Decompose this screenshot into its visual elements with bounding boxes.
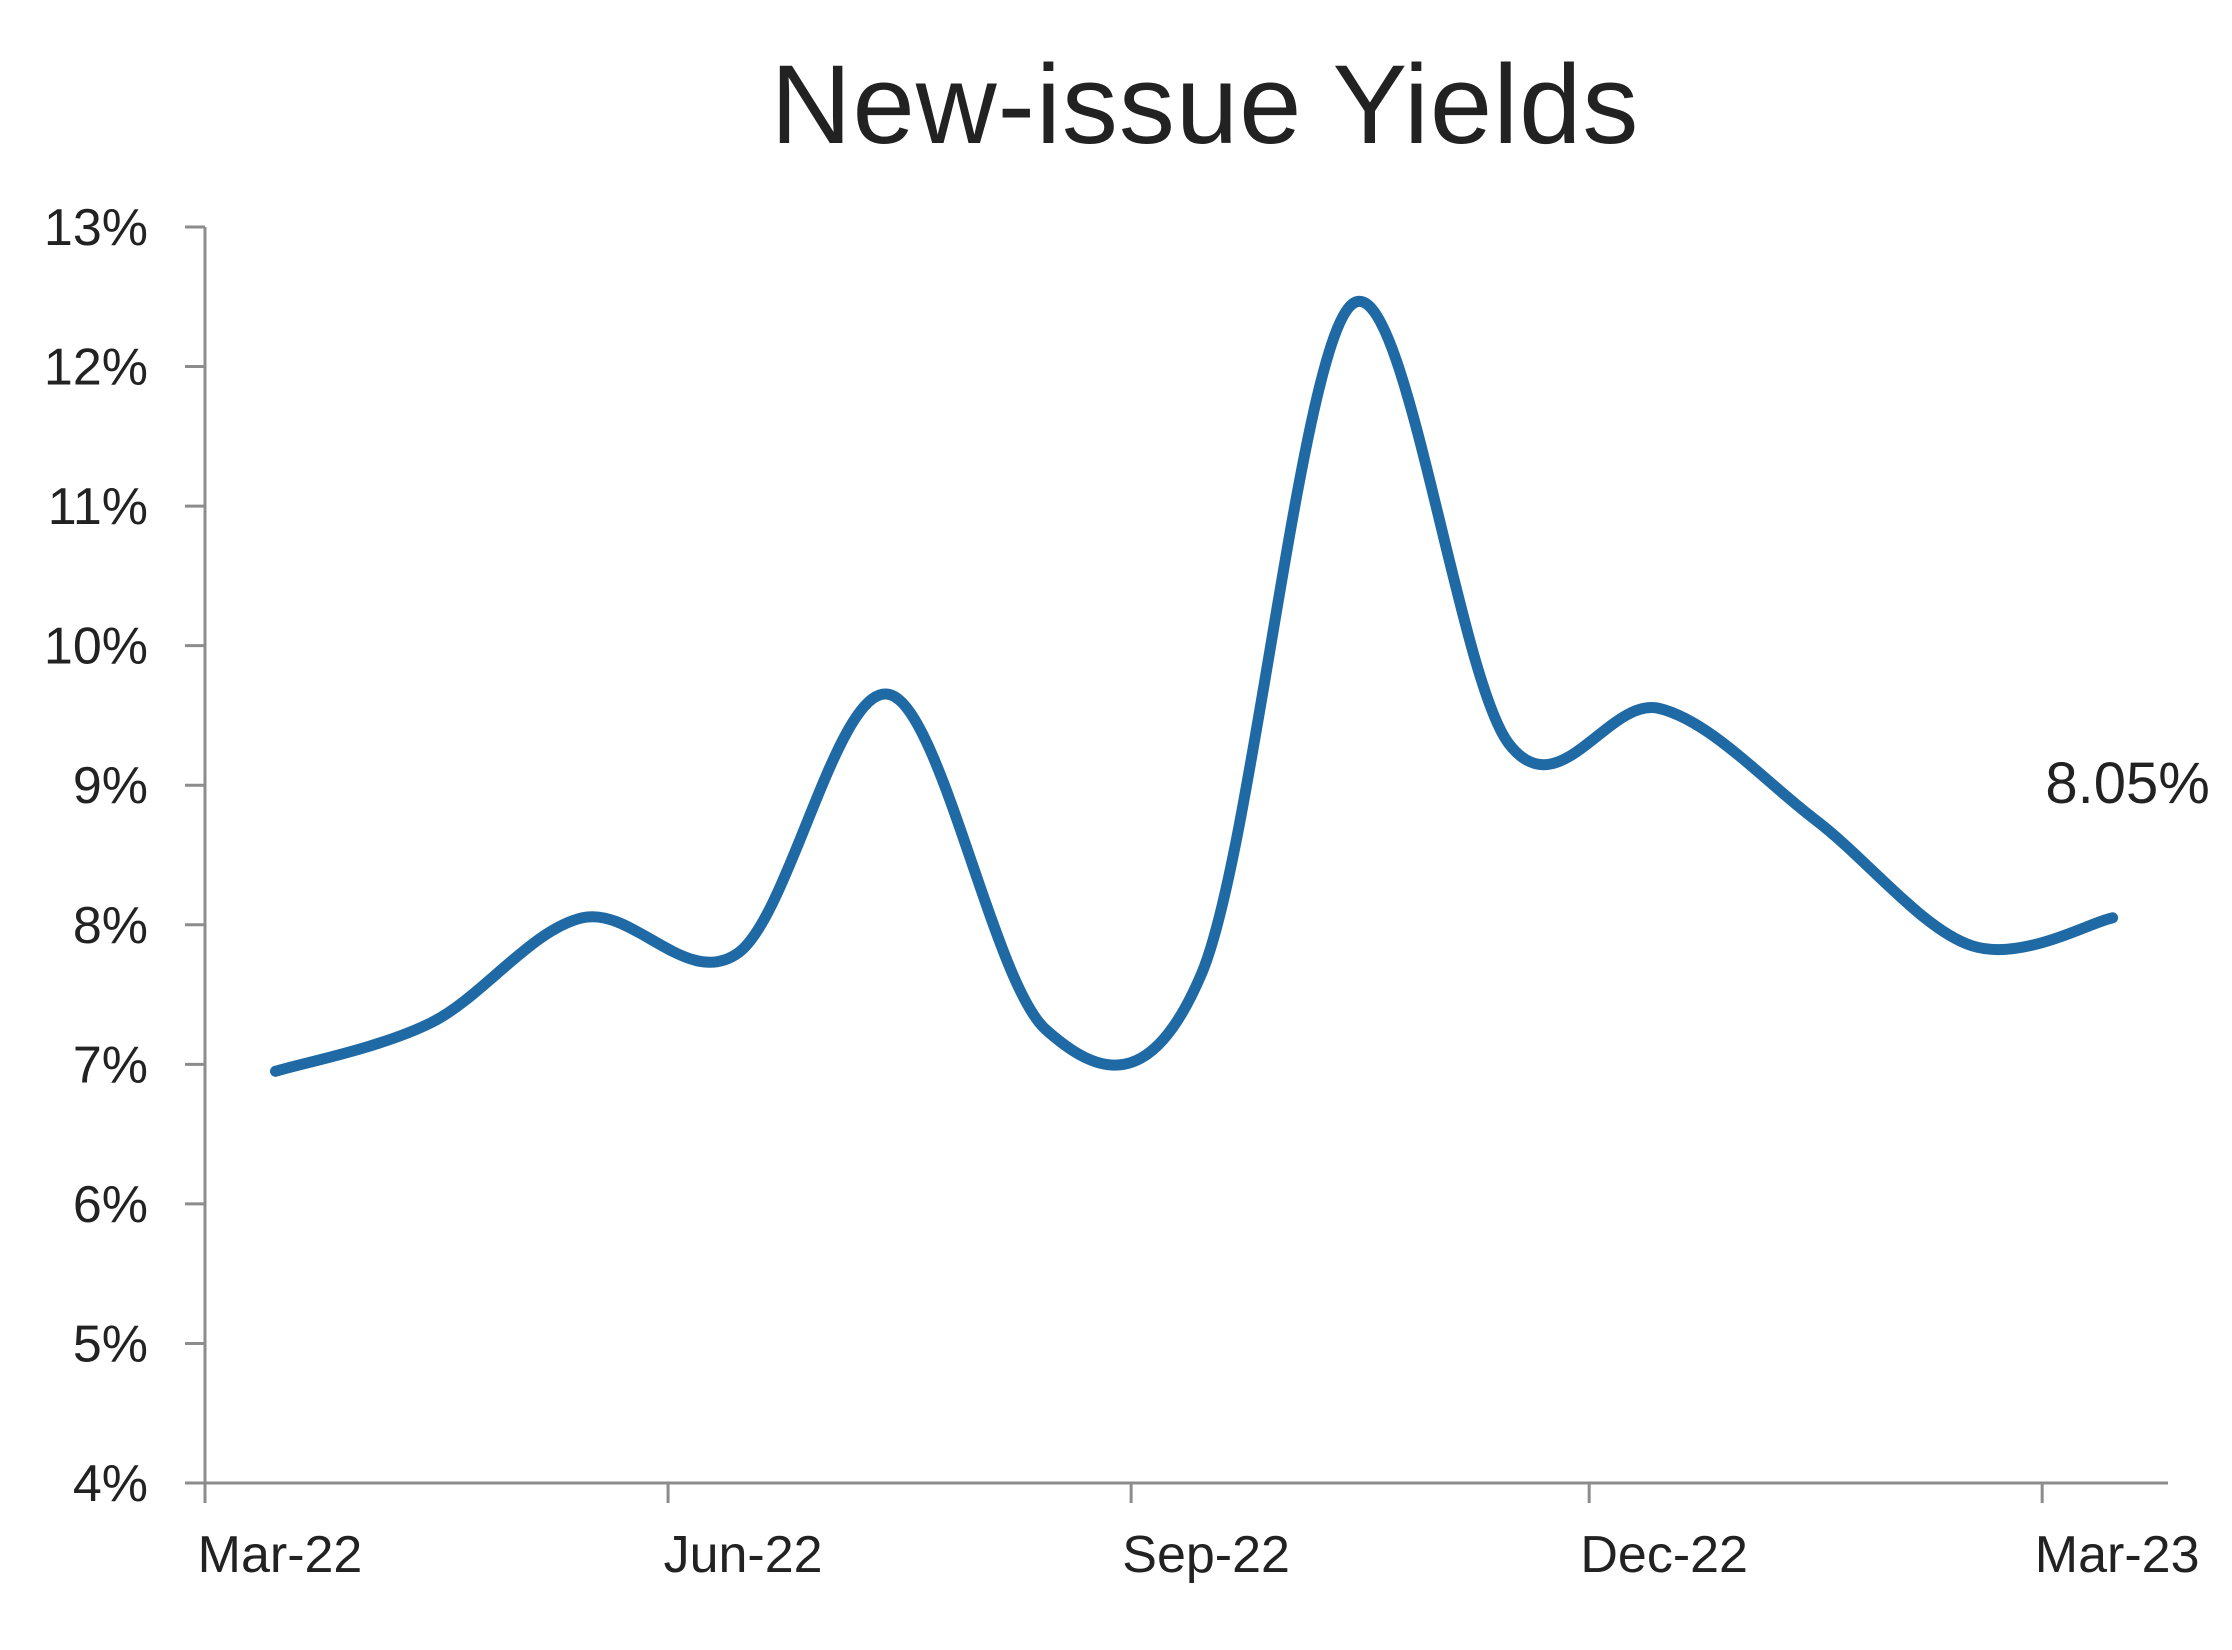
end-value-label: 8.05% [2045,751,2209,816]
series-group [270,295,2119,1077]
y-tick-label: 13% [44,199,148,257]
x-axis-ticks: Mar-22 Jun-22 Sep-22 Dec-22 Mar-23 [198,1483,2200,1584]
data-labels: 8.05% [2045,751,2209,816]
series-line [270,295,2119,1077]
y-tick-label: 11% [48,478,148,536]
y-tick-label: 8% [73,897,148,955]
y-tick-label: 6% [73,1176,148,1234]
y-tick-label: 7% [73,1036,148,1094]
chart-title: New-issue Yields [770,42,1640,167]
x-tick-label: Mar-23 [2035,1526,2200,1584]
axes [203,227,2168,1485]
y-tick-label: 10% [44,618,148,676]
x-tick-label: Mar-22 [198,1526,363,1584]
y-tick-label: 12% [44,339,148,397]
x-tick-label: Dec-22 [1580,1526,1748,1584]
x-tick-label: Sep-22 [1122,1526,1290,1584]
y-axis-ticks: 4% 5% 6% 7% 8% 9% 10% 11% 12% 13% [44,199,205,1513]
y-tick-label: 4% [73,1455,148,1513]
y-tick-label: 9% [73,757,148,815]
y-tick-label: 5% [73,1315,148,1373]
x-tick-label: Jun-22 [664,1526,823,1584]
